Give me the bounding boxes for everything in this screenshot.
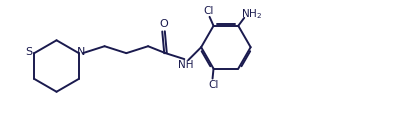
Text: Cl: Cl [203,6,213,16]
Text: S: S [25,47,32,57]
Text: NH$_2$: NH$_2$ [240,7,261,21]
Text: O: O [159,19,168,30]
Text: N: N [76,47,85,57]
Text: NH: NH [177,60,193,70]
Text: Cl: Cl [208,80,218,90]
